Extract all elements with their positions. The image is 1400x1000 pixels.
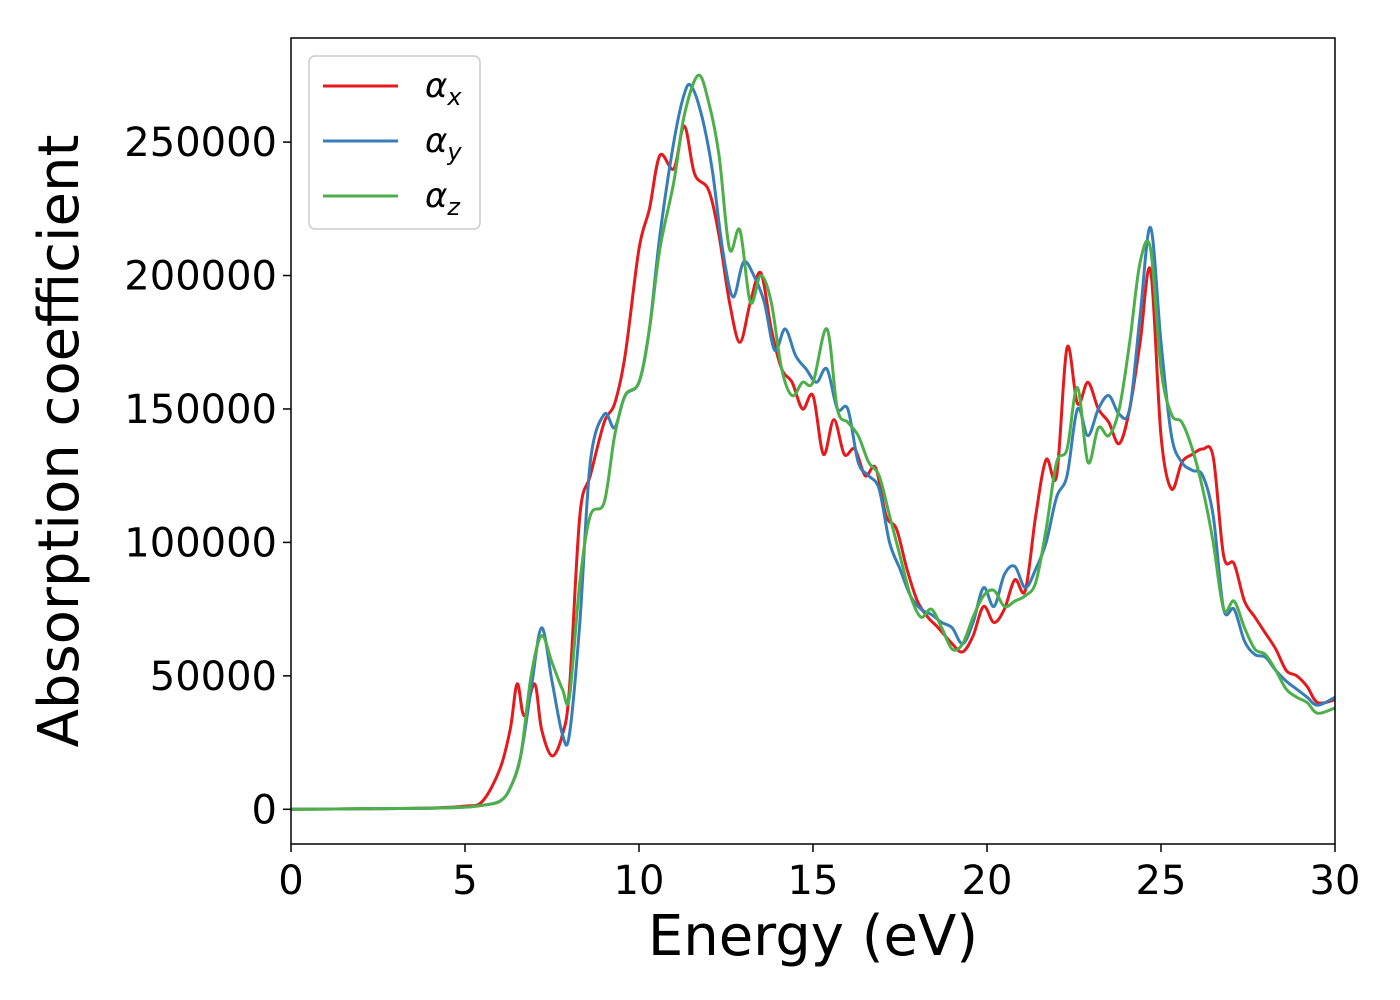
y-tick-label: 50000 [150,654,277,700]
x-tick-label: 15 [788,858,839,904]
y-axis-ticks: 0 50000 100000 150000 200000 250000 [124,120,291,833]
x-tick-label: 20 [962,858,1013,904]
y-tick-label: 100000 [124,520,277,566]
series-line-z [291,73,1335,811]
x-tick-label: 5 [452,858,477,904]
legend-label-symbol: α [425,66,447,106]
legend-label-subscript: y [446,138,462,166]
x-axis-title: Energy (eV) [648,904,978,969]
x-tick-label: 30 [1310,858,1361,904]
y-tick-label: 250000 [124,120,277,166]
series-line-x [291,124,1335,811]
x-axis-ticks: 0 5 10 15 20 25 30 [278,844,1360,904]
legend-label-subscript: x [446,83,462,111]
y-tick-label: 150000 [124,387,277,433]
legend-label-z: αz [425,176,461,221]
x-tick-label: 25 [1136,858,1187,904]
y-tick-label: 200000 [124,254,277,300]
y-axis-title: Absorption coefficient [27,135,92,748]
y-tick-label: 0 [252,787,277,833]
legend-label-symbol: α [425,176,447,216]
legend-label-subscript: z [446,193,461,221]
legend-label-x: αx [425,66,462,111]
legend-label-y: αy [425,121,462,166]
x-tick-label: 10 [614,858,665,904]
legend-label-symbol: α [425,121,447,161]
series-layer [291,73,1335,811]
x-tick-label: 0 [278,858,303,904]
